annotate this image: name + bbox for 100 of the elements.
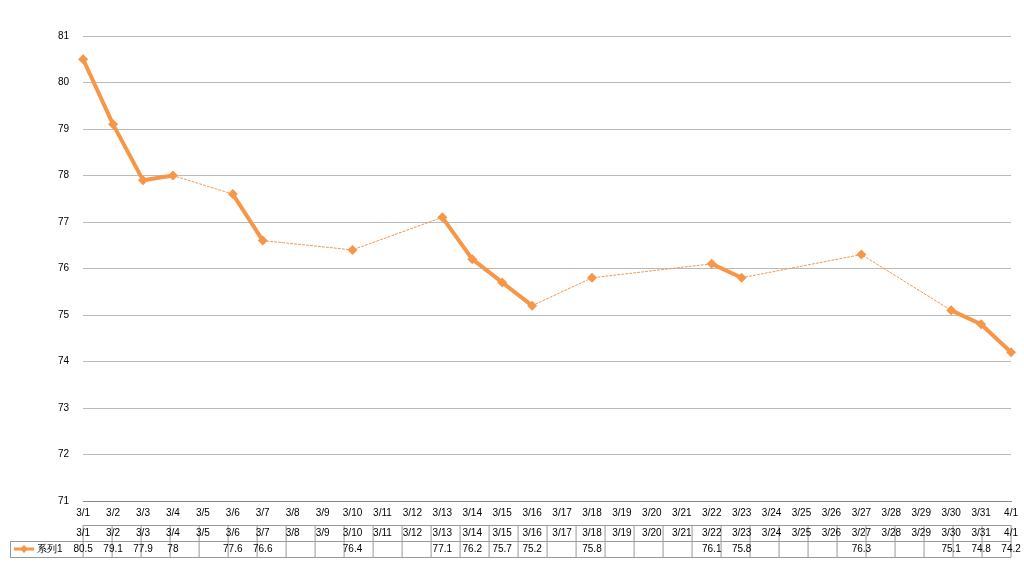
category-label: 3/27	[851, 526, 872, 538]
x-tick-label: 3/11	[373, 506, 393, 518]
category-label: 3/23	[731, 526, 752, 538]
y-tick-label: 79	[58, 122, 70, 134]
x-tick-label: 3/5	[195, 506, 211, 518]
x-tick-label: 3/8	[285, 506, 301, 518]
category-label: 3/17	[552, 526, 572, 538]
category-label: 3/7	[255, 526, 270, 538]
category-label: 3/4	[165, 526, 180, 538]
x-tick-label: 3/3	[136, 506, 151, 518]
category-label: 3/2	[106, 526, 121, 538]
point	[137, 175, 148, 186]
category-label: 3/14	[462, 526, 482, 538]
x-tick-label: 3/26	[821, 506, 842, 518]
data-label: 74.2	[1001, 542, 1022, 554]
point	[347, 244, 358, 255]
category-label: 3/31	[971, 526, 991, 538]
category-label: 3/18	[582, 526, 602, 538]
data-label: 75.2	[522, 542, 543, 554]
data-label: 80.5	[73, 542, 94, 554]
y-tick-label: 78	[58, 169, 70, 181]
point	[946, 305, 957, 316]
y-tick-label: 71	[58, 494, 70, 506]
point	[1006, 347, 1017, 358]
category-label: 3/8	[285, 526, 300, 538]
x-tick-label: 3/17	[552, 506, 573, 518]
category-label: 3/13	[432, 526, 453, 538]
x-tick-label: 3/27	[851, 506, 872, 518]
x-tick-label: 3/22	[701, 506, 722, 518]
y-tick-label: 81	[58, 29, 70, 41]
category-label: 3/24	[761, 526, 782, 538]
category-label: 3/25	[791, 526, 812, 538]
data-label: 76.1	[701, 542, 722, 554]
x-tick-label: 4/1	[1004, 506, 1019, 518]
point	[856, 249, 867, 260]
point	[257, 235, 268, 246]
category-label: 3/12	[402, 526, 423, 538]
x-tick-label: 3/10	[342, 506, 363, 518]
point	[586, 272, 597, 283]
x-tick-label: 3/30	[941, 506, 962, 518]
x-tick-label: 3/19	[612, 506, 633, 518]
data-label: 77.9	[133, 542, 154, 554]
category-label: 3/28	[881, 526, 902, 538]
y-tick-label: 77	[58, 215, 70, 227]
x-tick-label: 3/25	[791, 506, 812, 518]
x-tick-label: 3/6	[225, 506, 241, 518]
x-tick-label: 3/18	[582, 506, 603, 518]
category-label: 3/5	[195, 526, 210, 538]
category-label: 4/1	[1004, 526, 1018, 538]
x-tick-label: 3/2	[106, 506, 121, 518]
category-label: 3/9	[315, 526, 330, 538]
x-tick-label: 3/15	[492, 506, 513, 518]
point	[497, 277, 508, 288]
y-tick-label: 76	[58, 262, 70, 274]
data-label: 79.1	[103, 542, 124, 554]
x-tick-label: 3/31	[971, 506, 992, 518]
data-label: 76.3	[851, 542, 872, 554]
category-label: 3/3	[136, 526, 150, 538]
x-tick-label: 3/7	[255, 506, 271, 518]
data-label: 75.7	[492, 542, 513, 554]
category-label: 3/6	[225, 526, 240, 538]
point	[706, 258, 717, 269]
category-label: 3/11	[373, 526, 392, 538]
point	[437, 212, 448, 223]
category-label: 3/26	[821, 526, 842, 538]
category-label: 3/19	[612, 526, 632, 538]
legend-label: 系列1	[37, 542, 63, 554]
data-label: 77.1	[432, 542, 453, 554]
y-tick-label: 74	[58, 355, 70, 367]
category-label: 3/1	[76, 526, 91, 538]
data-label: 78	[167, 542, 179, 554]
point	[227, 189, 238, 200]
y-tick-label: 72	[58, 448, 70, 460]
data-label: 76.6	[252, 542, 273, 554]
category-label: 3/20	[642, 526, 662, 538]
data-label: 75.1	[941, 542, 962, 554]
point	[736, 272, 747, 283]
data-label: 76.2	[462, 542, 483, 554]
point	[78, 54, 89, 65]
x-tick-label: 3/1	[76, 506, 91, 518]
x-tick-label: 3/24	[761, 506, 782, 518]
x-tick-label: 3/4	[165, 506, 181, 518]
y-tick-label: 75	[58, 308, 70, 320]
category-label: 3/16	[522, 526, 542, 538]
x-tick-label: 3/29	[911, 506, 932, 518]
category-label: 3/22	[701, 526, 722, 538]
x-tick-label: 3/16	[522, 506, 543, 518]
y-tick-label: 73	[58, 401, 70, 413]
point	[976, 319, 987, 330]
data-label: 74.8	[971, 542, 992, 554]
point	[467, 254, 478, 265]
x-tick-label: 3/12	[402, 506, 423, 518]
x-tick-label: 3/23	[731, 506, 752, 518]
x-tick-label: 3/13	[432, 506, 453, 518]
point	[527, 300, 538, 311]
data-label: 76.4	[342, 542, 363, 554]
category-label: 3/30	[941, 526, 961, 538]
category-label: 3/21	[672, 526, 692, 538]
point	[108, 119, 119, 130]
data-label: 75.8	[731, 542, 752, 554]
